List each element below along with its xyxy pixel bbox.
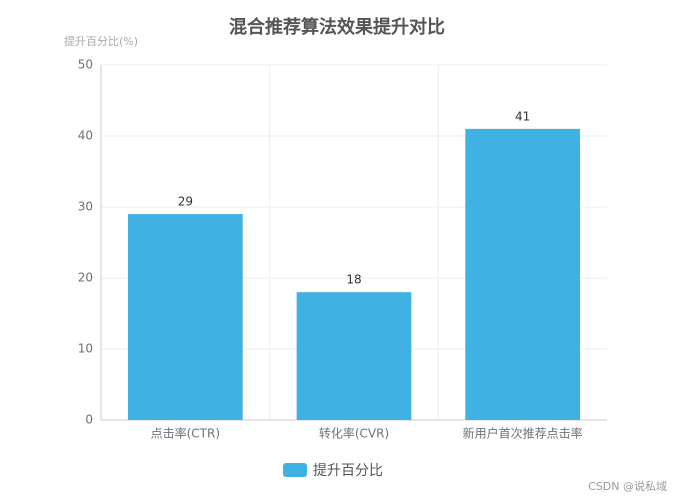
y-tick-label: 10 bbox=[78, 342, 93, 356]
bar bbox=[296, 292, 412, 420]
y-tick-label: 0 bbox=[85, 413, 93, 427]
x-tick-label: 新用户首次推荐点击率 bbox=[463, 426, 583, 441]
y-tick-label: 20 bbox=[78, 271, 93, 285]
y-tick-label: 50 bbox=[78, 58, 93, 72]
y-tick-label: 30 bbox=[78, 200, 93, 214]
watermark: CSDN @说私域 bbox=[588, 479, 667, 493]
y-tick-label: 40 bbox=[78, 129, 93, 143]
legend-swatch bbox=[283, 463, 307, 477]
chart-title: 混合推荐算法效果提升对比 bbox=[229, 16, 445, 38]
y-axis-label: 提升百分比(%) bbox=[64, 35, 138, 48]
bar bbox=[127, 214, 243, 420]
data-label: 18 bbox=[346, 273, 361, 287]
bar bbox=[465, 128, 581, 420]
x-tick-label: 点击率(CTR) bbox=[151, 426, 220, 441]
legend-label: 提升百分比 bbox=[313, 463, 383, 479]
data-label: 41 bbox=[515, 109, 530, 123]
x-tick-label: 转化率(CVR) bbox=[319, 426, 389, 441]
data-label: 29 bbox=[178, 195, 193, 209]
